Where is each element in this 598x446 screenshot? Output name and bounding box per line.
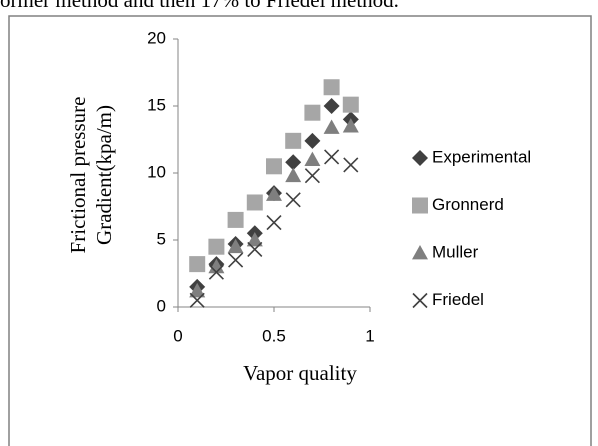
y-tick-label: 0 — [157, 296, 166, 315]
point — [189, 256, 206, 273]
point — [208, 264, 224, 280]
point — [227, 238, 244, 254]
point — [208, 238, 225, 255]
point — [285, 154, 302, 171]
x-tick-label: 0.5 — [262, 326, 286, 345]
point — [246, 232, 263, 247]
point — [285, 167, 302, 183]
point — [304, 168, 320, 184]
point — [323, 98, 340, 114]
y-axis-label-line: Gradient(kpa/m) — [92, 105, 116, 245]
legend-marker — [412, 197, 428, 214]
y-tick-label: 5 — [157, 229, 166, 248]
y-tick-label: 15 — [147, 95, 166, 114]
caption: ormer method and then 17% to Friedel met… — [0, 0, 399, 12]
legend-marker — [412, 150, 428, 166]
point — [343, 157, 359, 173]
point — [246, 194, 263, 211]
legend-marker — [412, 245, 428, 260]
legend-marker — [412, 292, 428, 309]
point — [342, 118, 359, 133]
legend-label: Muller — [432, 242, 479, 261]
point — [342, 96, 359, 113]
legend-label: Gronnerd — [432, 195, 504, 214]
point — [285, 192, 301, 208]
point — [266, 215, 282, 231]
point — [266, 186, 282, 201]
point — [324, 149, 340, 165]
x-tick-label: 0 — [173, 326, 182, 345]
point — [227, 211, 244, 228]
y-tick-label: 20 — [147, 28, 166, 47]
point — [304, 132, 321, 149]
point — [304, 104, 321, 121]
x-tick-label: 1 — [365, 326, 374, 345]
point — [323, 119, 340, 134]
point — [208, 258, 225, 274]
point — [247, 241, 263, 257]
x-axis-label: Vapor quality — [243, 361, 357, 385]
chart-border — [8, 15, 592, 446]
legend-label: Friedel — [432, 290, 484, 309]
point — [189, 282, 206, 298]
y-axis-label-line: Frictional pressure — [66, 97, 90, 254]
y-tick-label: 10 — [147, 162, 166, 181]
point — [285, 132, 302, 149]
point — [228, 252, 244, 268]
legend-label: Experimental — [432, 147, 531, 166]
point — [189, 292, 205, 308]
point — [304, 151, 321, 166]
point — [323, 79, 340, 96]
point — [266, 158, 282, 175]
y-axis-label: Frictional pressure Gradient(kpa/m) — [66, 97, 116, 254]
